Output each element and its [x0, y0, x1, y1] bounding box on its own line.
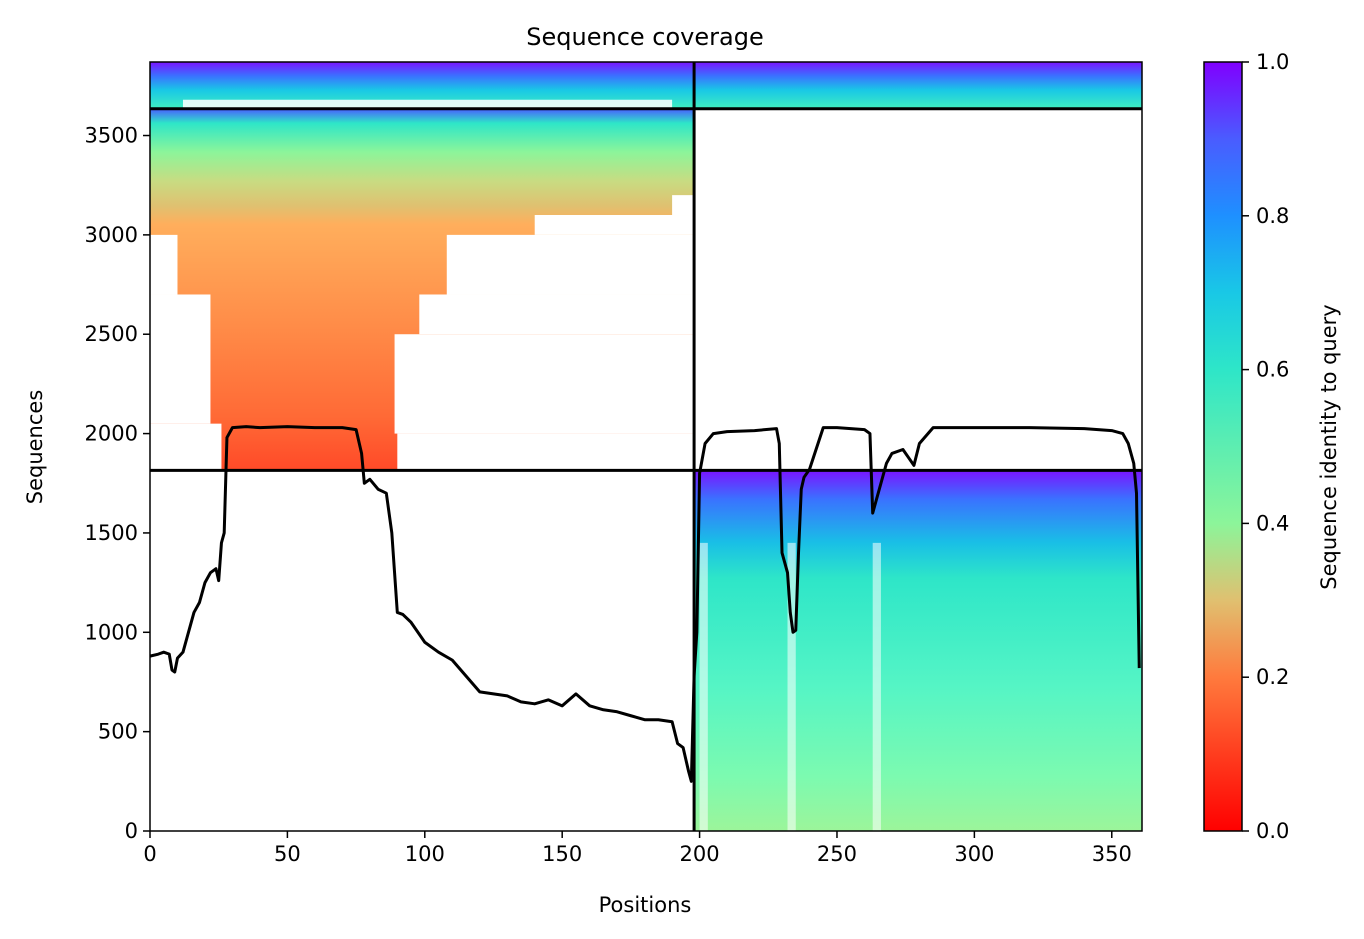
empty-region-a-4 — [397, 433, 695, 471]
y-tick-label: 3500 — [85, 124, 138, 148]
chart-title: Sequence coverage — [526, 23, 763, 51]
coverage-line — [149, 425, 1141, 783]
gap-streak-b-3 — [872, 542, 881, 831]
x-tick-label: 150 — [542, 842, 582, 866]
colorbar-tick-label: 0.8 — [1256, 204, 1289, 228]
heatmap-block-2 — [694, 470, 1142, 831]
y-axis-label: Sequences — [23, 390, 47, 505]
y-tick-label: 1500 — [85, 521, 138, 545]
empty-region-a-2 — [150, 294, 211, 424]
x-tick-label: 0 — [143, 842, 156, 866]
colorbar-label: Sequence identity to query — [1317, 304, 1341, 589]
x-axis-label: Positions — [599, 893, 692, 917]
empty-region-a-9 — [672, 195, 695, 216]
paired-empty-region — [182, 99, 673, 109]
colorbar-tick-label: 0.0 — [1256, 819, 1289, 843]
x-tick-label: 300 — [954, 842, 994, 866]
colorbar-tick-label: 0.2 — [1256, 665, 1289, 689]
empty-region-a-3 — [150, 234, 178, 295]
colorbar-tick-label: 0.6 — [1256, 358, 1289, 382]
x-tick-label: 200 — [680, 842, 720, 866]
y-tick-label: 2500 — [85, 322, 138, 346]
plot-frame — [149, 61, 1143, 832]
colorbar-tick-label: 0.4 — [1256, 511, 1289, 535]
empty-region-a-1 — [150, 423, 222, 471]
empty-region-a-8 — [534, 215, 695, 235]
y-tick-label: 1000 — [85, 620, 138, 644]
empty-region-a-5 — [394, 334, 695, 434]
colorbar-tick-label: 1.0 — [1256, 50, 1289, 74]
y-tick-label: 0 — [125, 819, 138, 843]
empty-region-a-6 — [419, 294, 695, 335]
colorbar: 0.0 0.2 0.4 0.6 0.8 1.0 — [1203, 50, 1289, 843]
y-tick-label: 500 — [98, 720, 138, 744]
gap-streak-b-2 — [787, 542, 796, 831]
x-tick-label: 350 — [1092, 842, 1132, 866]
y-tick-label: 2000 — [85, 422, 138, 446]
plot-area — [149, 61, 1143, 832]
x-tick-label: 250 — [817, 842, 857, 866]
x-tick-label: 100 — [405, 842, 445, 866]
y-tick-label: 3000 — [85, 223, 138, 247]
empty-region-a-7 — [446, 234, 695, 295]
gap-streak-b-1 — [699, 542, 708, 831]
colorbar-gradient — [1203, 61, 1243, 832]
x-tick-label: 50 — [274, 842, 301, 866]
